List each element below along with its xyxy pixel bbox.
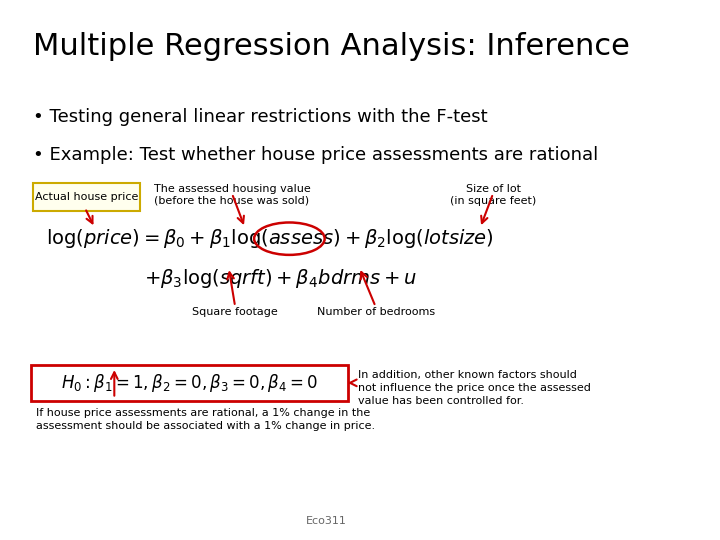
Text: Size of lot
(in square feet): Size of lot (in square feet)	[450, 184, 536, 206]
FancyBboxPatch shape	[31, 364, 348, 401]
Text: Eco311: Eco311	[306, 516, 347, 526]
Text: In addition, other known factors should
not influence the price once the assesse: In addition, other known factors should …	[358, 370, 591, 406]
Text: Actual house price: Actual house price	[35, 192, 138, 201]
Text: If house price assessments are rational, a 1% change in the
assessment should be: If house price assessments are rational,…	[36, 408, 375, 431]
Text: $\log(\mathit{price}) = \beta_0 + \beta_1 \log(\mathit{assess}) + \beta_2 \log(\: $\log(\mathit{price}) = \beta_0 + \beta_…	[46, 227, 494, 250]
Text: Multiple Regression Analysis: Inference: Multiple Regression Analysis: Inference	[32, 32, 629, 62]
Text: $H_0 : \beta_1 = 1, \beta_2 = 0, \beta_3 = 0, \beta_4 = 0$: $H_0 : \beta_1 = 1, \beta_2 = 0, \beta_3…	[60, 372, 318, 394]
Text: • Testing general linear restrictions with the F-test: • Testing general linear restrictions wi…	[32, 108, 487, 126]
FancyBboxPatch shape	[32, 183, 140, 211]
Text: The assessed housing value
(before the house was sold): The assessed housing value (before the h…	[153, 184, 310, 206]
Text: $+ \beta_3 \log(\mathit{sqrft}) + \beta_4 \mathit{bdrms} + u$: $+ \beta_3 \log(\mathit{sqrft}) + \beta_…	[144, 267, 417, 291]
Text: Number of bedrooms: Number of bedrooms	[317, 307, 435, 317]
Text: • Example: Test whether house price assessments are rational: • Example: Test whether house price asse…	[32, 146, 598, 164]
Text: Square footage: Square footage	[192, 307, 278, 317]
